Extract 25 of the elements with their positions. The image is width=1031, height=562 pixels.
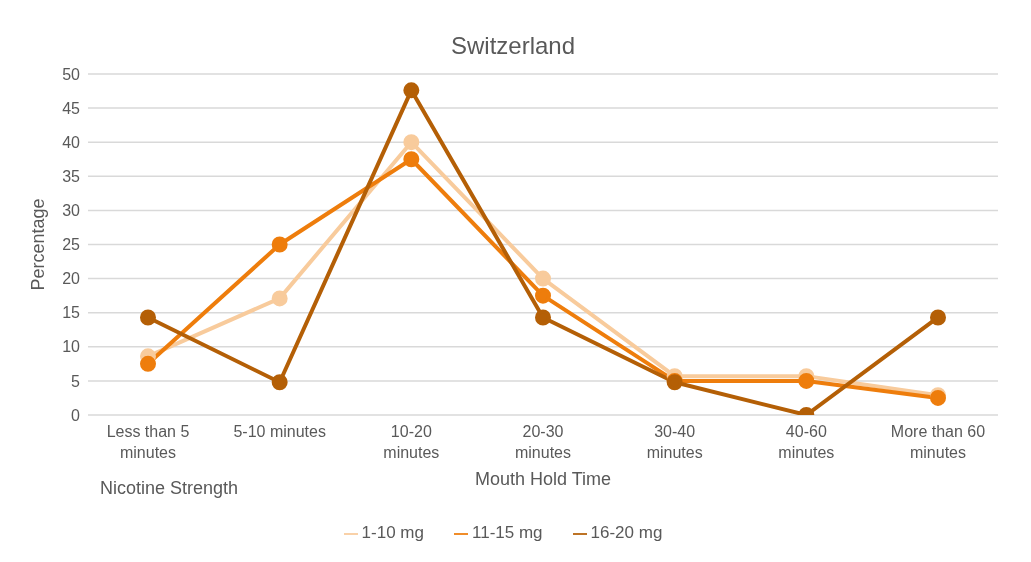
legend-title: Nicotine Strength bbox=[100, 478, 239, 499]
x-axis-title: Mouth Hold Time bbox=[474, 469, 612, 489]
x-tick-label: 40-60 minutes bbox=[778, 423, 835, 461]
chart-title: Switzerland bbox=[449, 31, 577, 61]
legend-label: 16-20 mg bbox=[590, 523, 663, 542]
y-tick-label: 30 bbox=[62, 202, 81, 220]
x-tick-label: 5-10 minutes bbox=[233, 423, 326, 440]
y-tick-label: 25 bbox=[62, 236, 81, 254]
y-tick-label: 45 bbox=[62, 99, 81, 117]
y-axis-title: Percentage bbox=[28, 198, 49, 291]
y-tick-label: 50 bbox=[62, 65, 81, 83]
x-tick-label: 20-30 minutes bbox=[514, 423, 572, 461]
legend-label: 11-15 mg bbox=[471, 523, 543, 542]
y-tick-label: 35 bbox=[62, 167, 81, 185]
y-tick-label: 15 bbox=[62, 304, 81, 322]
y-tick-label: 10 bbox=[62, 338, 81, 356]
y-tick-label: 0 bbox=[71, 406, 81, 424]
x-tick-label: 10-20 minutes bbox=[383, 423, 440, 461]
x-tick-label: More than 60 minutes bbox=[890, 423, 986, 461]
legend-label: 1-10 mg bbox=[361, 523, 424, 542]
y-tick-label: 5 bbox=[71, 372, 81, 390]
y-tick-label: 20 bbox=[62, 270, 81, 288]
x-tick-label: 30-40 minutes bbox=[646, 423, 703, 461]
y-tick-label: 40 bbox=[62, 133, 81, 151]
x-tick-label: Less than 5 minutes bbox=[106, 423, 190, 461]
